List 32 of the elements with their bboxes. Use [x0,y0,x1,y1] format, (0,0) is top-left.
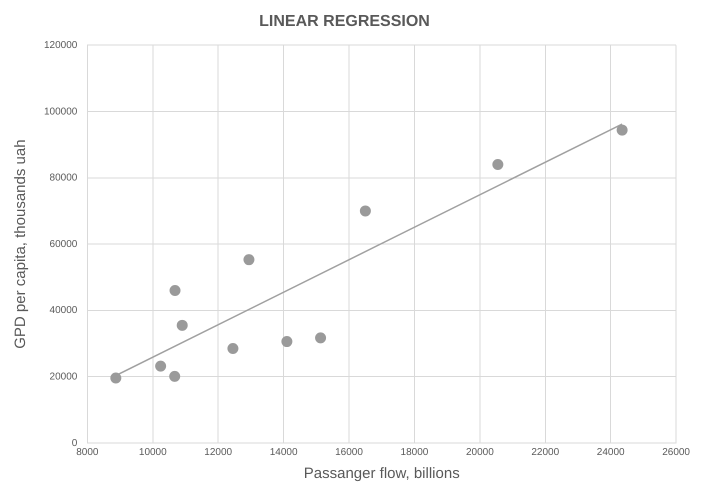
x-axis-title: Passanger flow, billions [304,465,460,482]
y-tick-label: 80000 [50,172,78,184]
point [155,360,166,372]
y-axis-title: GPD per capita, thousands uah [12,139,30,349]
point [170,285,181,296]
x-tick-label: 18000 [400,446,429,458]
point [492,159,504,170]
y-tick-label: 20000 [50,371,78,382]
point [227,343,238,354]
point [110,372,122,384]
x-tick-label: 16000 [335,446,364,458]
point [360,205,371,216]
chart-title: LINEAR REGRESSION [259,13,430,30]
point [315,332,326,344]
y-tick-label: 100000 [44,106,78,118]
x-tick-label: 20000 [466,446,494,458]
x-tick-label: 22000 [531,446,560,458]
point [169,370,180,382]
y-tick-label: 120000 [44,40,78,51]
point [281,336,292,348]
x-tick-label: 10000 [138,446,168,458]
y-tick-label: 40000 [50,305,78,316]
x-tick-label: 24000 [596,446,626,458]
x-tick-label: 14000 [270,446,298,458]
x-tick-label: 12000 [204,446,233,458]
y-tick-label: 60000 [50,238,78,250]
x-tick-label: 26000 [662,446,690,458]
x-tick-label: 8000 [76,446,99,458]
y-tick-label: 0 [72,438,78,449]
point [243,254,254,266]
point [176,320,188,331]
point [616,124,628,136]
